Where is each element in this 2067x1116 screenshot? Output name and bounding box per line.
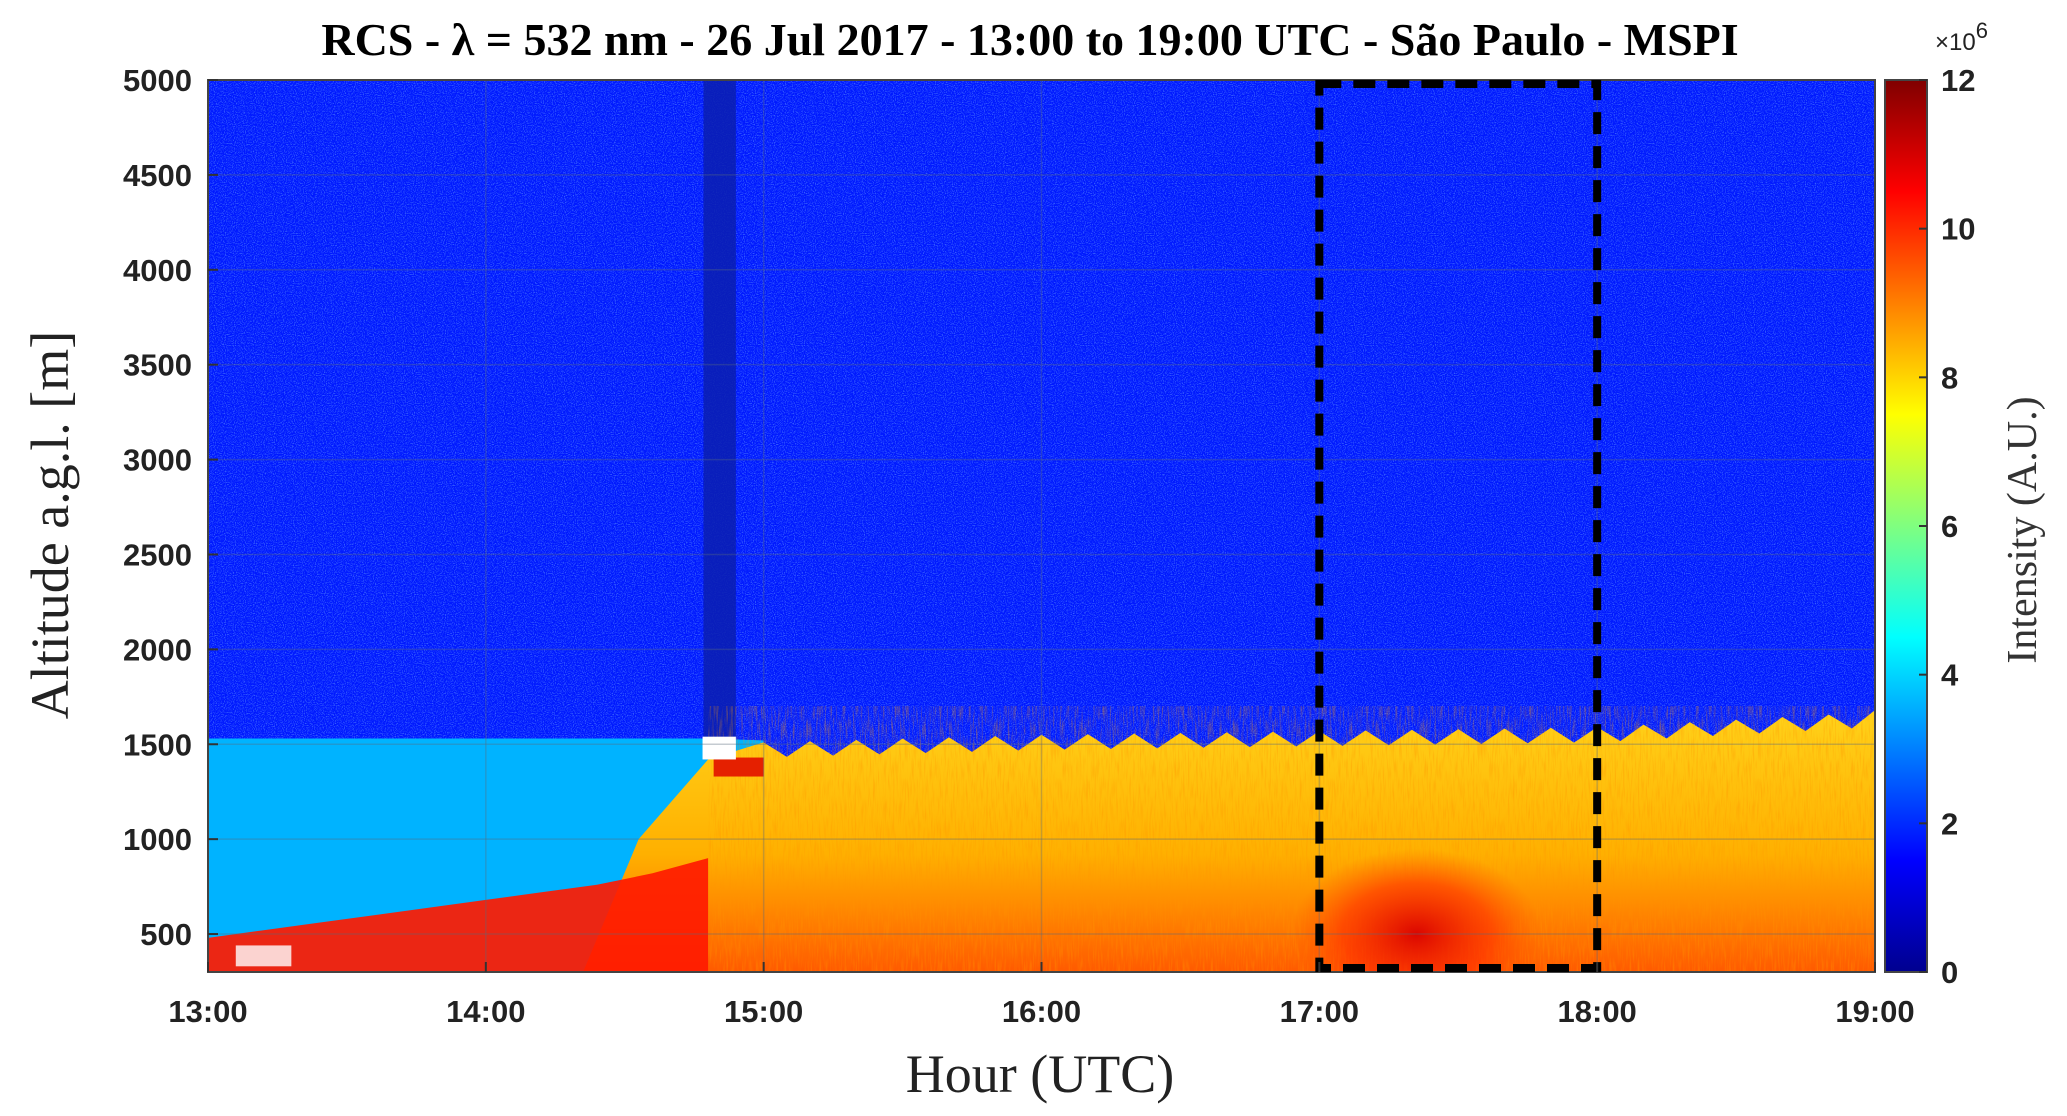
colorbar-tick-label: 10 xyxy=(1941,212,1975,247)
cloud-signal xyxy=(713,757,764,777)
low-signal-stripe xyxy=(703,80,736,739)
y-tick-label: 1500 xyxy=(123,727,192,762)
y-tick-label: 2500 xyxy=(123,537,192,572)
x-tick-label: 13:00 xyxy=(168,994,247,1029)
y-tick-label: 3500 xyxy=(123,348,192,383)
x-tick-label: 15:00 xyxy=(724,994,803,1029)
saturated-cloud-signal xyxy=(702,736,736,760)
colorbar-tick-label: 4 xyxy=(1941,658,1959,693)
y-tick-label: 3000 xyxy=(123,443,192,478)
colorbar-label: Intensity (A.U.) xyxy=(2000,396,2046,663)
chart-title: RCS - λ = 532 nm - 26 Jul 2017 - 13:00 t… xyxy=(321,14,1738,65)
x-tick-label: 16:00 xyxy=(1002,994,1081,1029)
x-tick-label: 19:00 xyxy=(1835,994,1914,1029)
y-tick-label: 500 xyxy=(140,917,192,952)
x-tick-label: 14:00 xyxy=(446,994,525,1029)
y-axis-label: Altitude a.g.l. [m] xyxy=(20,331,80,719)
y-axis-ticks: 500 1000 1500 2000 2500 3000 3500 4000 4500 5000 xyxy=(123,63,218,952)
colorbar-tick-label: 6 xyxy=(1941,509,1958,544)
x-tick-label: 18:00 xyxy=(1558,994,1637,1029)
highlight-box xyxy=(1315,80,1602,972)
colorbar-ticks: 0 2 4 6 8 10 12 xyxy=(1919,63,1975,990)
y-tick-label: 4500 xyxy=(123,158,192,193)
x-axis-label: Hour (UTC) xyxy=(906,1044,1174,1104)
colorbar-multiplier: ×106 xyxy=(1935,18,1988,56)
colorbar-tick-label: 8 xyxy=(1941,360,1958,395)
mixed-layer-texture xyxy=(708,706,1875,972)
y-tick-label: 5000 xyxy=(123,63,192,98)
colorbar-tick-label: 12 xyxy=(1941,63,1975,98)
y-tick-label: 4000 xyxy=(123,253,192,288)
y-tick-label: 1000 xyxy=(123,822,192,857)
plot-area xyxy=(208,80,1875,972)
surface-aerosol-layer xyxy=(208,858,709,972)
saturated-surface-signal xyxy=(235,945,292,967)
high-intensity-core xyxy=(1291,848,1542,972)
x-axis-ticks: 13:00 14:00 15:00 16:00 17:00 18:00 19:00 xyxy=(168,962,1915,1029)
y-tick-label: 2000 xyxy=(123,632,192,667)
colorbar-tick-label: 0 xyxy=(1941,955,1958,990)
x-tick-label: 17:00 xyxy=(1280,994,1359,1029)
colorbar-tick-label: 2 xyxy=(1941,806,1958,841)
